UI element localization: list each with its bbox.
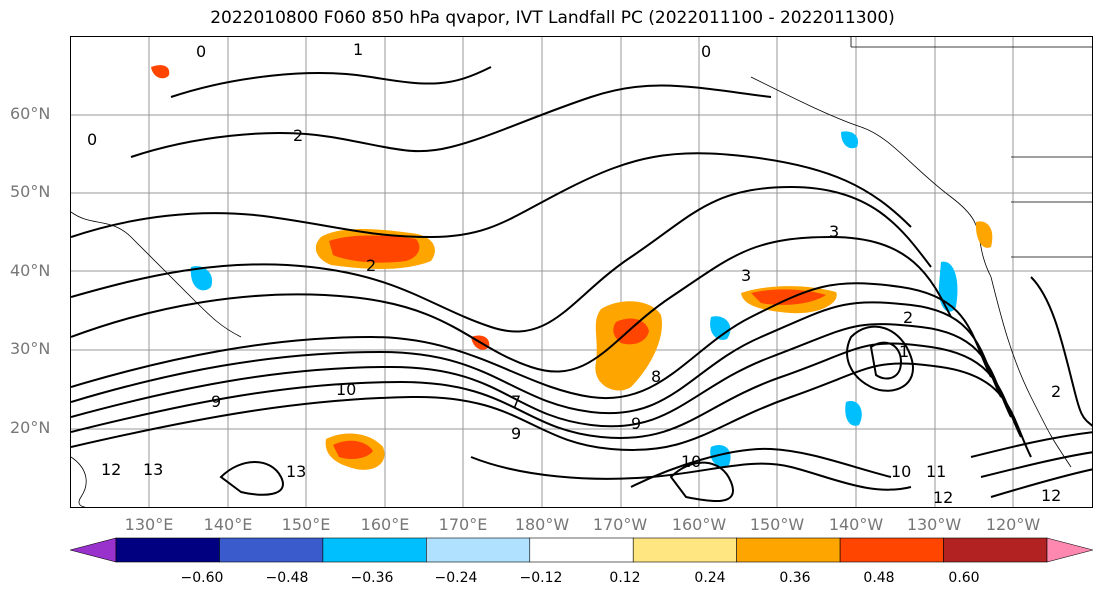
contour-label: 2	[1051, 382, 1061, 401]
lat-label-60n: 60°N	[10, 104, 51, 123]
anomaly-shade	[845, 401, 862, 426]
contour-label: 0	[701, 42, 711, 61]
lon-label-140e: 140°E	[203, 515, 253, 534]
anomaly-shade	[190, 266, 213, 291]
lon-label-170e: 170°E	[438, 515, 488, 534]
contour-label: 13	[143, 460, 163, 479]
colorbar-tick-label: −0.24	[434, 570, 478, 586]
anomaly-shade	[595, 301, 662, 391]
contour-label: 10	[891, 462, 911, 481]
contour-label: 9	[631, 414, 641, 433]
lon-label-160w: 160°W	[671, 515, 727, 534]
contour-label: 9	[511, 424, 521, 443]
anomaly-shade	[751, 289, 826, 305]
contour-label: 1	[899, 342, 909, 361]
lon-label-140w: 140°W	[828, 515, 884, 534]
contour-label: 2	[293, 126, 303, 145]
colorbar-tick-label: −0.12	[519, 570, 563, 586]
map-svg: 0 0 0 1 1 2 2 2 2 3 3 7 8 9 9 9 10 10 10…	[71, 37, 1092, 507]
colorbar-tick-label: 0.36	[779, 570, 811, 586]
lon-label-150w: 150°W	[749, 515, 805, 534]
colorbar-segment	[736, 537, 841, 563]
colorbar-segment	[115, 537, 220, 563]
colorbar-tick-label: 0.60	[948, 570, 980, 586]
contour-label-group: 0 0 0 1 1 2 2 2 2 3 3 7 8 9 9 9 10 10 10…	[87, 40, 1061, 507]
lon-label-180w: 180°W	[514, 515, 570, 534]
contour-label: 12	[1041, 486, 1061, 505]
colorbar-tick-label: −0.36	[350, 570, 394, 586]
colorbar-tick-label: 0.24	[694, 570, 726, 586]
contour-label: 7	[511, 392, 521, 411]
lon-label-130w: 130°W	[906, 515, 962, 534]
contour-label: 0	[196, 42, 206, 61]
colorbar-segment	[426, 537, 531, 563]
colorbar	[70, 537, 1093, 563]
contour-label: 10	[336, 380, 356, 399]
colorbar-segment	[839, 537, 944, 563]
colorbar-tick-label: 0.48	[863, 570, 895, 586]
qvapor-shading	[151, 65, 993, 470]
contour-label: 1	[353, 40, 363, 59]
colorbar-segment	[529, 537, 634, 563]
coastlines	[71, 37, 1092, 507]
colorbar-tick-label: 0.12	[609, 570, 641, 586]
contour-label: 12	[101, 460, 121, 479]
anomaly-shade	[975, 221, 993, 248]
graticule	[71, 37, 1092, 507]
lat-label-50n: 50°N	[10, 182, 51, 201]
contour-label: 10	[681, 452, 701, 471]
anomaly-shade	[710, 445, 731, 467]
anomaly-shade	[151, 65, 170, 79]
colorbar-segment	[322, 537, 427, 563]
contour-label: 9	[211, 392, 221, 411]
lat-label-30n: 30°N	[10, 339, 51, 358]
contour-label: 0	[87, 130, 97, 149]
lon-label-120w: 120°W	[985, 515, 1041, 534]
contour-label: 3	[741, 266, 751, 285]
colorbar-extend-high	[1046, 537, 1093, 563]
contour-label: 2	[903, 308, 913, 327]
lon-label-160e: 160°E	[360, 515, 410, 534]
colorbar-segment	[219, 537, 324, 563]
contour-label: 3	[829, 222, 839, 241]
contour-label: 8	[651, 367, 661, 386]
map-panel: 0 0 0 1 1 2 2 2 2 3 3 7 8 9 9 9 10 10 10…	[70, 36, 1093, 508]
anomaly-shade	[333, 440, 373, 459]
anomaly-shade	[841, 131, 859, 149]
lat-label-20n: 20°N	[10, 418, 51, 437]
anomaly-shade	[329, 235, 420, 263]
lon-label-170w: 170°W	[592, 515, 648, 534]
lat-label-40n: 40°N	[10, 261, 51, 280]
colorbar-segment	[943, 537, 1048, 563]
colorbar-tick-label: −0.60	[180, 570, 224, 586]
contour-label: 2	[366, 256, 376, 275]
anomaly-shade	[938, 261, 958, 312]
colorbar-tick-label: −0.48	[265, 570, 309, 586]
map-title: 2022010800 F060 850 hPa qvapor, IVT Land…	[210, 8, 895, 28]
anomaly-shade	[710, 316, 731, 340]
contour-label: 13	[286, 462, 306, 481]
contour-label: 11	[926, 462, 946, 481]
ivt-contours	[71, 66, 1092, 503]
lon-label-150e: 150°E	[281, 515, 331, 534]
colorbar-segment	[632, 537, 737, 563]
contour-label: 12	[933, 488, 953, 507]
lon-label-130e: 130°E	[124, 515, 174, 534]
colorbar-extend-low	[70, 537, 117, 563]
